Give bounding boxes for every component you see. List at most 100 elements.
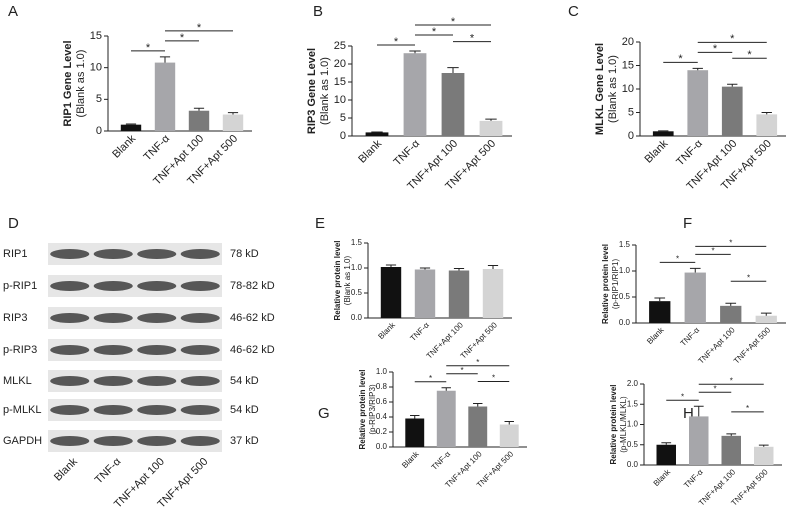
blot-size-label: 78 kD (230, 248, 259, 260)
significance-label: * (678, 53, 683, 65)
y-tick-label: 0.0 (627, 460, 639, 469)
y-axis-label: (p-MLKL/MLKL) (619, 396, 628, 453)
blot-band (93, 249, 133, 259)
bar (468, 406, 488, 447)
bar (441, 73, 465, 136)
y-axis-label: Relative protein level (601, 244, 610, 324)
significance-label: * (197, 22, 202, 34)
panel-label: A (8, 3, 18, 20)
blot-band (180, 405, 220, 415)
blot-row-label: MLKL (3, 375, 32, 387)
x-tick-label: Blank (376, 320, 397, 341)
y-axis-label: (Blank as 1.0) (343, 255, 352, 305)
significance-label: * (747, 49, 752, 61)
y-axis-label: (Blank as 1.0) (75, 50, 87, 118)
error-bar (453, 268, 465, 271)
blot-size-label: 46-62 kD (230, 312, 275, 324)
x-tick-label: TNF-α (430, 449, 453, 472)
significance-label: * (492, 374, 495, 383)
blot-band (50, 405, 90, 415)
blot-band (50, 249, 90, 259)
blot-size-label: 54 kD (230, 404, 259, 416)
y-axis-label: Relative protein level (333, 240, 342, 320)
blot-band (93, 376, 133, 386)
y-axis-label: MLKL Gene Level (594, 43, 606, 135)
blot-band (93, 345, 133, 355)
blot-strip (48, 243, 222, 265)
blot-size-label: 46-62 kD (230, 344, 275, 356)
blot-size-label: 78-82 kD (230, 280, 275, 292)
error-bar (410, 415, 420, 419)
x-tick-label: TNF-α (682, 467, 705, 490)
blot-band (137, 281, 177, 291)
error-bar (761, 112, 772, 115)
x-tick-label: Blank (400, 449, 421, 470)
bar (448, 270, 470, 318)
blot-band (50, 345, 90, 355)
blot-band (137, 405, 177, 415)
blot-band (180, 281, 220, 291)
blot-band (180, 313, 220, 323)
significance-label: * (451, 16, 456, 28)
significance-label: * (730, 376, 733, 385)
significance-label: * (730, 33, 735, 45)
significance-label: * (476, 358, 479, 367)
x-tick-label: TNF-α (141, 132, 172, 163)
y-tick-label: 15 (622, 59, 634, 71)
significance-label: * (747, 273, 750, 282)
y-tick-label: 1.5 (619, 240, 631, 249)
y-axis-label: RIP1 Gene Level (62, 40, 74, 126)
y-tick-label: 20 (334, 58, 346, 70)
significance-label: * (713, 384, 716, 393)
bar (479, 120, 503, 136)
blot-row-label: p-RIP3 (3, 344, 37, 356)
x-tick-label: TNF-α (408, 320, 431, 343)
panel-label: B (313, 3, 323, 20)
y-tick-label: 1.5 (627, 399, 639, 408)
bar (222, 114, 244, 131)
y-tick-label: 5 (628, 106, 634, 118)
error-bar (473, 403, 483, 407)
bar (499, 424, 519, 447)
significance-label: * (746, 404, 749, 413)
error-bar (159, 56, 171, 63)
error-bar (125, 123, 137, 125)
y-tick-label: 25 (334, 40, 346, 52)
error-bar (727, 83, 738, 87)
blot-strip (48, 370, 222, 392)
y-tick-label: 0.5 (351, 288, 363, 297)
y-tick-label: 0.0 (619, 318, 631, 327)
y-tick-label: 10 (334, 94, 346, 106)
x-tick-label: TNF-α (674, 137, 705, 168)
x-tick-label: Blank (110, 132, 138, 160)
bar (120, 124, 142, 131)
error-bar (409, 50, 421, 54)
y-axis-label: (p-RIP1/RIP1) (611, 259, 620, 310)
blot-band (180, 249, 220, 259)
blot-row-label: GAPDH (3, 435, 42, 447)
blot-band (50, 281, 90, 291)
y-tick-label: 0.2 (376, 427, 388, 436)
x-tick-label: TNF-α (391, 137, 422, 168)
bar (649, 301, 671, 323)
bar (436, 390, 456, 447)
bar (756, 114, 778, 136)
error-bar (193, 107, 205, 111)
blot-row-label: p-MLKL (3, 404, 42, 416)
y-tick-label: 1.0 (619, 266, 631, 275)
error-bar (654, 297, 666, 302)
error-bar (504, 421, 514, 425)
blot-band (93, 405, 133, 415)
significance-label: * (676, 255, 679, 264)
blot-band (180, 376, 220, 386)
bar (380, 267, 402, 318)
error-bar (227, 112, 239, 115)
error-bar (689, 267, 701, 273)
y-tick-label: 1.0 (627, 420, 639, 429)
x-tick-label: TNF+Apt 500 (459, 320, 500, 361)
bar (652, 131, 674, 136)
error-bar (485, 118, 497, 121)
error-bar (419, 267, 431, 270)
error-bar (725, 302, 737, 306)
